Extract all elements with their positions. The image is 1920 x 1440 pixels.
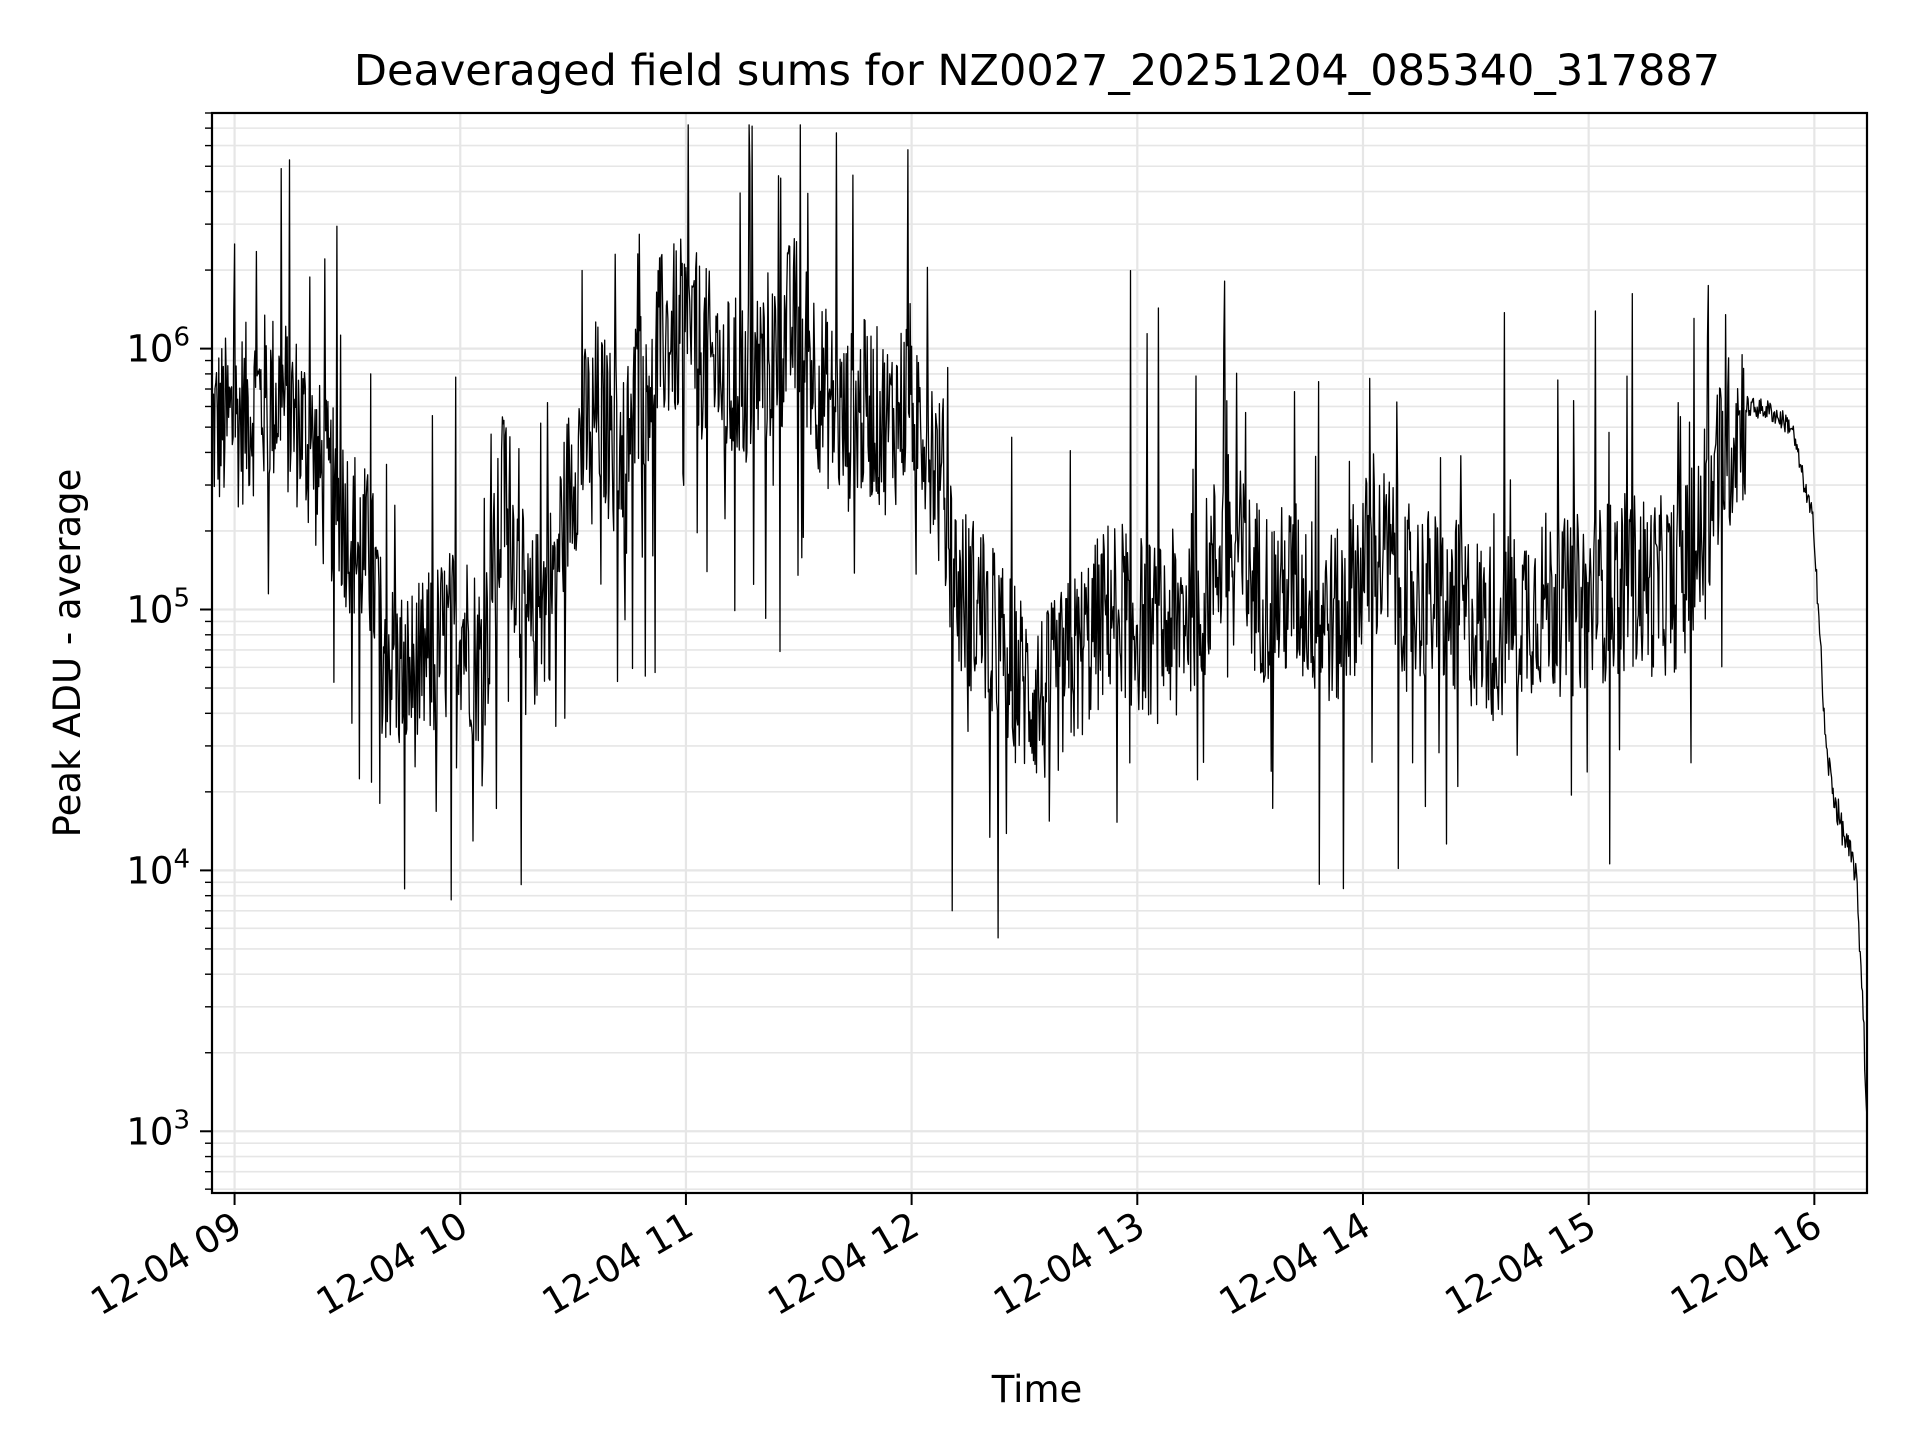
x-axis-label: Time <box>991 1368 1083 1411</box>
y-tick-label: 104 <box>126 844 190 892</box>
plot-frame <box>210 111 1869 1195</box>
y-tick-label: 103 <box>126 1105 190 1153</box>
y-tick-label: 105 <box>126 583 190 631</box>
series-layer <box>211 124 1868 1118</box>
series-line <box>211 124 1868 1118</box>
y-axis-label: Peak ADU - average <box>46 469 89 838</box>
chart-title: Deaveraged field sums for NZ0027_2025120… <box>354 46 1720 96</box>
y-tick-label: 106 <box>126 323 190 371</box>
